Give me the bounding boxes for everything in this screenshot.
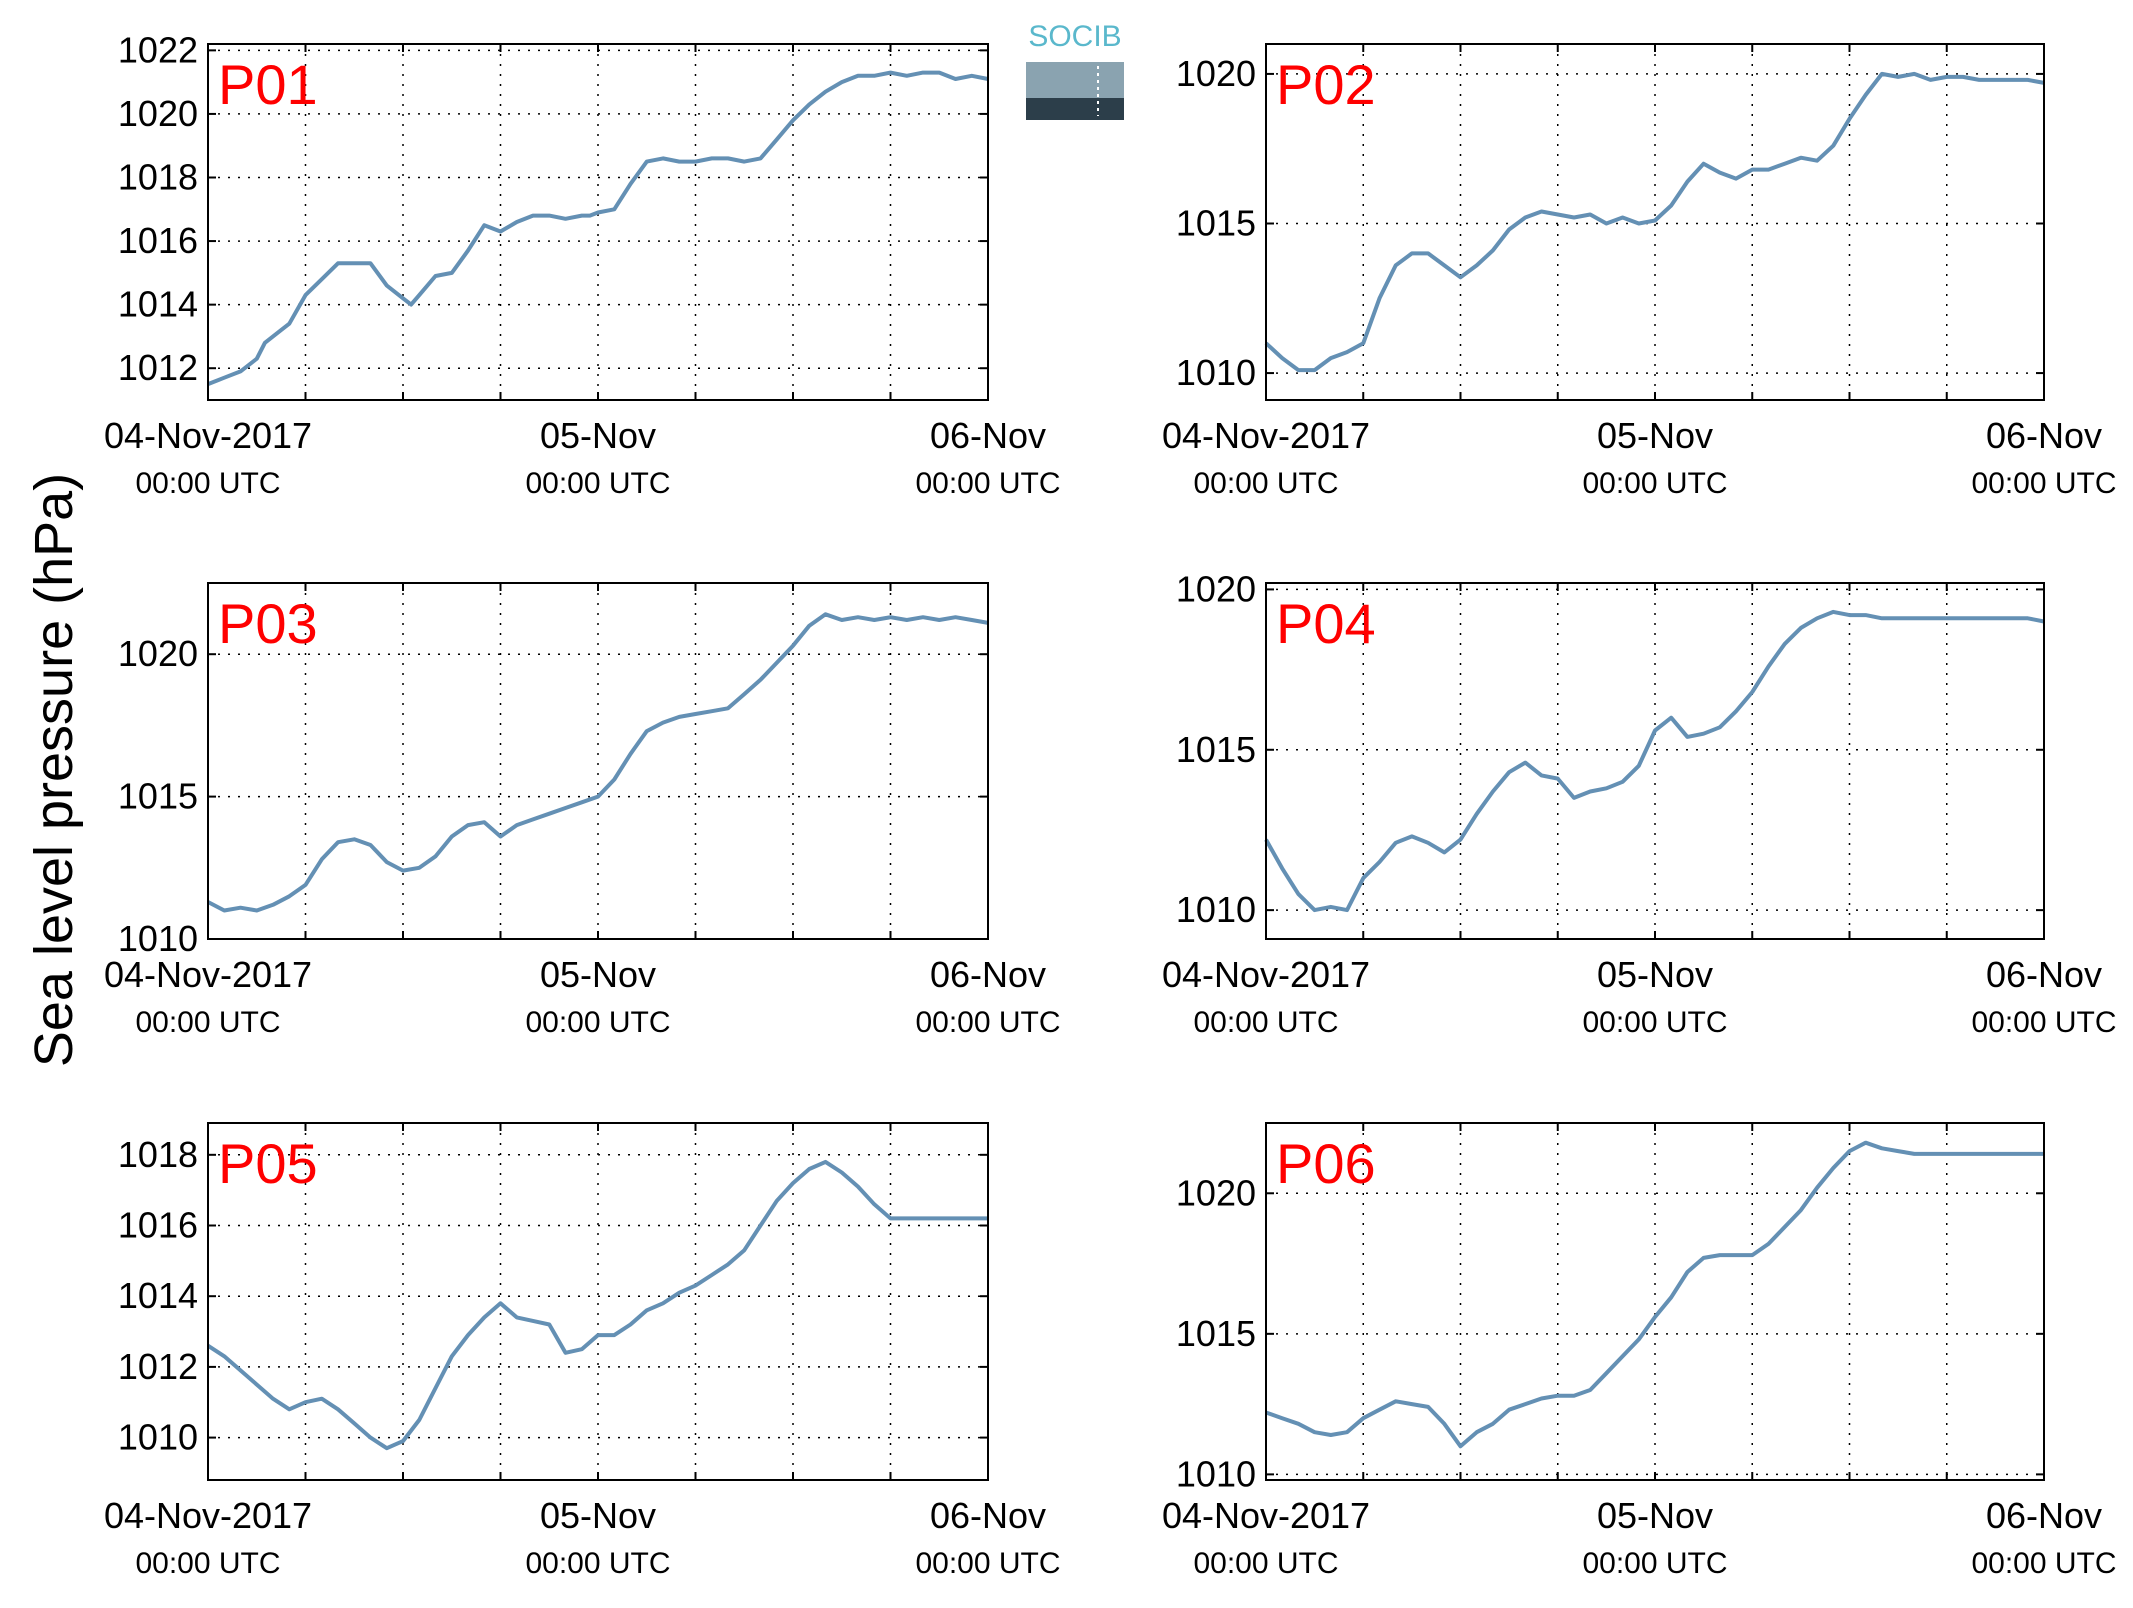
x-tick-label: 06-Nov [930, 954, 1046, 995]
y-tick-label: 1010 [1176, 889, 1256, 930]
series-line-p01 [207, 70, 989, 386]
series-line-p05 [206, 1159, 988, 1451]
x-tick-sublabel: 00:00 UTC [915, 1547, 1060, 1580]
x-tick-sublabel: 00:00 UTC [1971, 467, 2116, 500]
y-tick-label: 1010 [118, 1417, 198, 1458]
x-tick-sublabel: 00:00 UTC [135, 467, 280, 500]
panel-label-p01: P01 [218, 53, 318, 116]
x-tick-sublabel: 00:00 UTC [1582, 1006, 1727, 1039]
y-tick-label: 1015 [1176, 202, 1256, 243]
x-tick-label: 05-Nov [540, 954, 656, 995]
y-axis-label: Sea level pressure (hPa) [24, 473, 84, 1067]
socib-logo-top [1026, 62, 1124, 98]
y-tick-label: 1016 [118, 220, 198, 261]
x-tick-sublabel: 00:00 UTC [915, 467, 1060, 500]
x-tick-label: 05-Nov [1597, 954, 1713, 995]
x-tick-sublabel: 00:00 UTC [1193, 467, 1338, 500]
y-tick-label: 1015 [1176, 1313, 1256, 1354]
panel-p01: 1012 1014 1016 1018 1020 1022 04-Nov-2017 00:00… [104, 29, 1061, 500]
panels: 1012 1014 1016 1018 1020 1022 04-Nov-2017 00:00… [104, 29, 2117, 1580]
y-tick-label: 1010 [1176, 1453, 1256, 1494]
y-tick-label: 1010 [118, 918, 198, 959]
panel-label-p03: P03 [218, 592, 318, 655]
x-tick-label: 06-Nov [1986, 1495, 2102, 1536]
socib-logo-bottom [1026, 98, 1124, 120]
x-tick-label: 05-Nov [1597, 1495, 1713, 1536]
series-line-p03 [207, 612, 989, 913]
x-tick-label: 04-Nov-2017 [1162, 415, 1370, 456]
socib-logo-text: SOCIB [1028, 20, 1121, 53]
x-tick-label: 04-Nov-2017 [104, 1495, 312, 1536]
x-tick-sublabel: 00:00 UTC [1193, 1006, 1338, 1039]
x-tick-sublabel: 00:00 UTC [525, 1006, 670, 1039]
y-tick-label: 1015 [1176, 729, 1256, 770]
series-line-p06 [1265, 1140, 2044, 1449]
x-tick-label: 04-Nov-2017 [1162, 954, 1370, 995]
x-tick-sublabel: 00:00 UTC [135, 1006, 280, 1039]
x-tick-sublabel: 00:00 UTC [135, 1547, 280, 1580]
series-line-p02 [1264, 71, 2045, 373]
y-tick-label: 1020 [1176, 568, 1256, 609]
x-tick-label: 04-Nov-2017 [1162, 1495, 1370, 1536]
x-tick-label: 04-Nov-2017 [104, 954, 312, 995]
y-tick-label: 1012 [118, 347, 198, 388]
x-tick-label: 06-Nov [1986, 954, 2102, 995]
x-tick-label: 06-Nov [930, 1495, 1046, 1536]
x-tick-sublabel: 00:00 UTC [1582, 1547, 1727, 1580]
y-tick-label: 1015 [118, 776, 198, 817]
y-tick-label: 1010 [1176, 352, 1256, 393]
x-tick-label: 05-Nov [540, 1495, 656, 1536]
y-tick-label: 1022 [118, 29, 198, 70]
plot-frame [1265, 582, 2045, 940]
y-tick-label: 1020 [118, 633, 198, 674]
plot-frame [207, 43, 989, 401]
y-tick-label: 1014 [118, 1275, 198, 1316]
plot-frame [207, 1122, 989, 1481]
socib-logo: SOCIB [1026, 20, 1124, 120]
panel-p05: 1010 1012 1014 1016 1018 04-Nov-2017 00:00 UTC… [104, 1122, 1061, 1580]
x-tick-label: 06-Nov [1986, 415, 2102, 456]
x-tick-label: 04-Nov-2017 [104, 415, 312, 456]
plot-frame [1265, 1122, 2045, 1481]
panel-p02: 1010 1015 1020 04-Nov-2017 00:00 UTC 05-Nov 00… [1162, 43, 2117, 500]
y-tick-label: 1018 [118, 1134, 198, 1175]
x-tick-sublabel: 00:00 UTC [1971, 1006, 2116, 1039]
y-tick-label: 1018 [118, 157, 198, 198]
panel-p06: 1010 1015 1020 04-Nov-2017 00:00 UTC 05-Nov 00… [1162, 1122, 2117, 1580]
y-tick-label: 1012 [118, 1346, 198, 1387]
plot-frame [1265, 43, 2045, 401]
panel-label-p06: P06 [1276, 1132, 1376, 1195]
x-tick-label: 06-Nov [930, 415, 1046, 456]
y-tick-label: 1016 [118, 1205, 198, 1246]
x-tick-label: 05-Nov [540, 415, 656, 456]
x-tick-sublabel: 00:00 UTC [1193, 1547, 1338, 1580]
series-line-p04 [1264, 609, 2045, 913]
panel-p03: 1010 1015 1020 04-Nov-2017 00:00 UTC 05-Nov 00… [104, 582, 1061, 1039]
y-tick-label: 1014 [118, 284, 198, 325]
plot-frame [207, 582, 989, 940]
y-tick-label: 1020 [118, 93, 198, 134]
x-tick-sublabel: 00:00 UTC [525, 1547, 670, 1580]
panel-label-p05: P05 [218, 1132, 318, 1195]
panel-label-p04: P04 [1276, 592, 1376, 655]
y-tick-label: 1020 [1176, 1172, 1256, 1213]
x-tick-sublabel: 00:00 UTC [915, 1006, 1060, 1039]
x-tick-label: 05-Nov [1597, 415, 1713, 456]
panel-p04: 1010 1015 1020 04-Nov-2017 00:00 UTC 05-Nov 00… [1162, 568, 2117, 1039]
x-tick-sublabel: 00:00 UTC [1971, 1547, 2116, 1580]
panel-label-p02: P02 [1276, 53, 1376, 116]
x-tick-sublabel: 00:00 UTC [1582, 467, 1727, 500]
y-tick-label: 1020 [1176, 53, 1256, 94]
x-tick-sublabel: 00:00 UTC [525, 467, 670, 500]
